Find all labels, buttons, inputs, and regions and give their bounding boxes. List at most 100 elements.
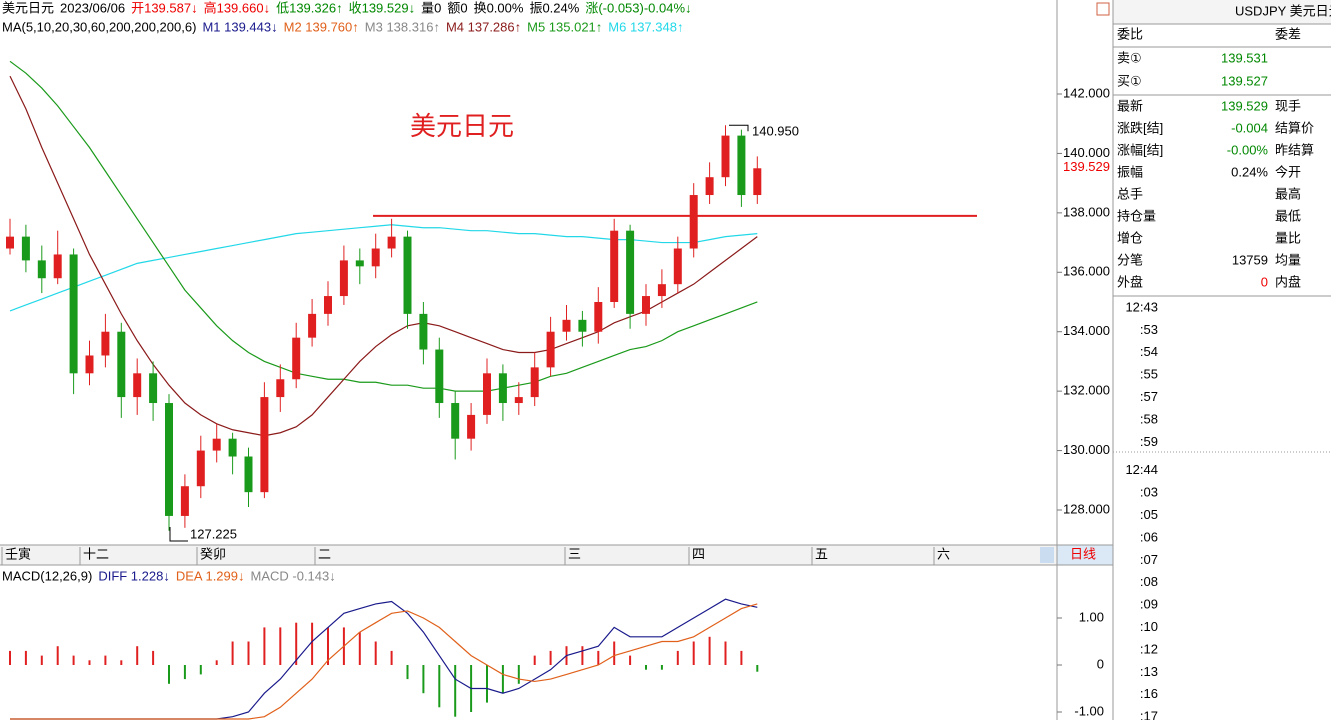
ma-line	[9, 75, 758, 437]
candle-body	[21, 236, 30, 261]
y-tick-label: 140.000	[1063, 145, 1110, 160]
candle-body	[657, 284, 666, 297]
tick-time: :09	[1140, 597, 1158, 612]
period-label[interactable]: 日线	[1070, 546, 1096, 561]
candle-body	[737, 135, 746, 196]
date-label: 四	[692, 546, 705, 561]
legend-item: 量0	[421, 0, 441, 15]
candle-body	[276, 379, 285, 398]
candle-body	[673, 248, 682, 285]
panel-label: 最新	[1117, 98, 1143, 113]
candle-body	[387, 236, 396, 249]
candle-body	[753, 168, 762, 196]
chart-annotation: 美元日元	[410, 111, 514, 141]
last-price: 139.529	[1063, 159, 1110, 174]
candle-body	[212, 438, 221, 451]
legend-item: 涨(-0.053)-0.04%↓	[585, 0, 691, 15]
panel-label: 买①	[1117, 73, 1142, 88]
panel-label: 均量	[1275, 252, 1301, 267]
candle-body	[228, 438, 237, 457]
legend-item: M1 139.443↓	[202, 19, 277, 34]
legend-item: MACD -0.143↓	[251, 568, 336, 583]
tick-time: :10	[1140, 619, 1158, 634]
tick-time: :03	[1140, 485, 1158, 500]
tick-time: :16	[1140, 686, 1158, 701]
period-button[interactable]	[1057, 545, 1113, 565]
tick-time: :17	[1140, 709, 1158, 720]
candle-body	[578, 319, 587, 332]
y-tick-label: 132.000	[1063, 383, 1110, 398]
panel-value: -0.004	[1231, 120, 1268, 135]
panel-label: 现手	[1275, 98, 1301, 113]
panel-label: 分笔	[1117, 252, 1143, 267]
candle-body	[514, 397, 523, 404]
candle-body	[403, 236, 412, 314]
y-tick-label: -1.00	[1074, 703, 1104, 718]
tick-time: :12	[1140, 641, 1158, 656]
date-label: 十二	[83, 546, 109, 561]
candle-body	[339, 260, 348, 297]
panel-label: 持仓量	[1117, 208, 1156, 223]
panel-value: 0.24%	[1231, 164, 1268, 179]
candle-body	[721, 135, 730, 178]
candle-body	[324, 296, 332, 314]
candle-body	[626, 230, 635, 314]
candle-body	[133, 373, 142, 398]
scroll-thumb[interactable]	[1040, 547, 1054, 563]
y-tick-label: 1.00	[1079, 609, 1104, 624]
date-strip	[0, 545, 1057, 565]
candle-body	[149, 373, 158, 404]
y-tick-label: 138.000	[1063, 204, 1110, 219]
candle-body	[594, 301, 603, 332]
legend-item: DEA 1.299↓	[176, 568, 245, 583]
tick-time: :05	[1140, 507, 1158, 522]
date-label: 六	[937, 546, 950, 561]
legend-item: MACD(12,26,9)	[2, 568, 92, 583]
candle-body	[165, 403, 173, 516]
date-label: 癸卯	[200, 546, 226, 561]
legend-item: 美元日元	[2, 0, 54, 15]
tick-time: :57	[1140, 389, 1158, 404]
tick-time: :55	[1140, 367, 1158, 382]
candle-body	[53, 254, 62, 279]
panel-value: 13759	[1232, 252, 1268, 267]
panel-label: 最高	[1275, 186, 1301, 201]
candle-body	[355, 260, 364, 267]
y-tick-label: 134.000	[1063, 323, 1110, 338]
tick-time: :07	[1140, 552, 1158, 567]
panel-label: 卖①	[1117, 50, 1142, 65]
y-tick-label: 142.000	[1063, 85, 1110, 100]
panel-label: 内盘	[1275, 274, 1301, 289]
legend-item: DIFF 1.228↓	[98, 568, 170, 583]
panel-label: 委差	[1275, 26, 1301, 41]
date-label: 二	[318, 546, 331, 561]
legend-item: 振0.24%	[529, 0, 579, 15]
candle-body	[467, 414, 476, 439]
panel-label: 增仓	[1117, 230, 1143, 245]
panel-toggle[interactable]	[1096, 2, 1110, 16]
panel-label: 委比	[1117, 26, 1143, 41]
candle-body	[371, 248, 380, 267]
date-label: 五	[815, 546, 828, 561]
legend-item: M3 138.316↑	[365, 19, 440, 34]
legend-item: 低139.326↑	[276, 0, 343, 15]
high-label: 140.950	[752, 124, 799, 139]
candle-body	[292, 337, 301, 380]
panel-label: 结算价	[1275, 120, 1314, 135]
candle-body	[308, 313, 317, 338]
candle-body	[546, 331, 555, 368]
date-label: 三	[568, 546, 581, 561]
candle-body	[37, 260, 46, 279]
candle-body	[180, 486, 189, 516]
panel-label: 最低	[1275, 208, 1301, 223]
candle-body	[85, 355, 94, 374]
candle-body	[6, 236, 14, 249]
tick-time: 12:44	[1125, 462, 1158, 477]
legend-item: M4 137.286↑	[446, 19, 521, 34]
candle-body	[260, 397, 269, 493]
panel-label: 总手	[1117, 186, 1143, 201]
legend-item: 额0	[447, 0, 467, 15]
tick-time: :58	[1140, 411, 1158, 426]
panel-label: 昨结算	[1275, 142, 1314, 157]
